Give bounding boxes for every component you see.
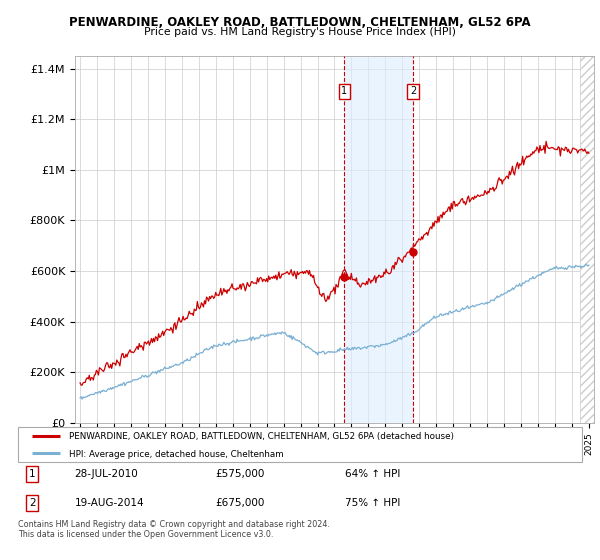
Text: 19-AUG-2014: 19-AUG-2014 [74,498,144,508]
Text: 64% ↑ HPI: 64% ↑ HPI [345,469,400,479]
FancyBboxPatch shape [18,427,582,462]
Text: 2: 2 [29,498,35,508]
Text: HPI: Average price, detached house, Cheltenham: HPI: Average price, detached house, Chel… [69,450,283,459]
Text: 75% ↑ HPI: 75% ↑ HPI [345,498,400,508]
Bar [580,56,600,423]
Text: 1: 1 [29,469,35,479]
Text: 1: 1 [341,86,347,96]
Text: PENWARDINE, OAKLEY ROAD, BATTLEDOWN, CHELTENHAM, GL52 6PA: PENWARDINE, OAKLEY ROAD, BATTLEDOWN, CHE… [69,16,531,29]
Text: 2: 2 [410,86,416,96]
Bar [344,56,413,423]
Text: Price paid vs. HM Land Registry's House Price Index (HPI): Price paid vs. HM Land Registry's House … [144,27,456,37]
Text: 28-JUL-2010: 28-JUL-2010 [74,469,138,479]
Bar [580,56,600,423]
Text: PENWARDINE, OAKLEY ROAD, BATTLEDOWN, CHELTENHAM, GL52 6PA (detached house): PENWARDINE, OAKLEY ROAD, BATTLEDOWN, CHE… [69,432,454,441]
Text: £575,000: £575,000 [215,469,265,479]
Text: £675,000: £675,000 [215,498,265,508]
Text: Contains HM Land Registry data © Crown copyright and database right 2024.
This d: Contains HM Land Registry data © Crown c… [18,520,330,539]
